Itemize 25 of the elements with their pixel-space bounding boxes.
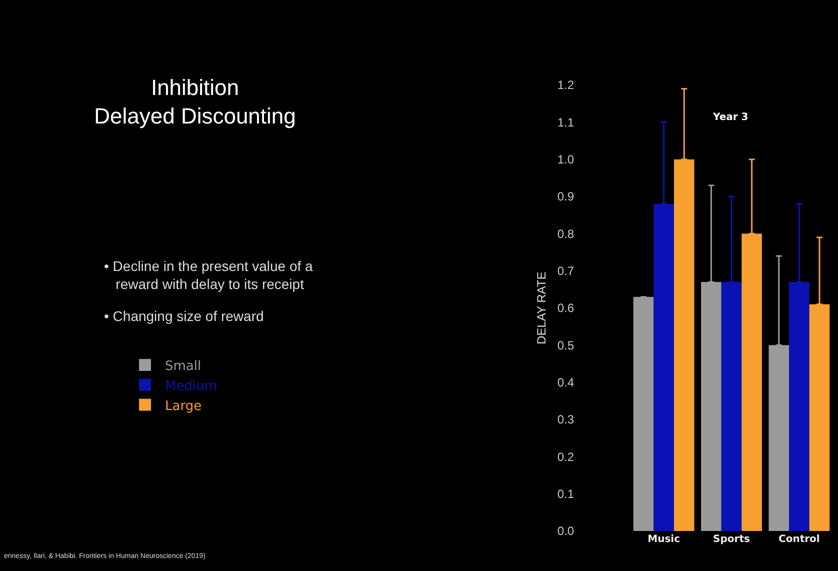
y-tick-label: 0.0 (557, 524, 574, 538)
y-tick-label: 1.0 (557, 152, 574, 167)
x-tick-label: Control (778, 534, 820, 545)
y-axis-title: DELAY RATE (534, 272, 549, 344)
legend-label: Small (165, 359, 202, 374)
text: Inhibition Delayed Discounting (94, 75, 296, 129)
y-tick-label: 0.6 (557, 301, 574, 316)
y-tick-label: 0.1 (557, 487, 574, 502)
y-tick-label: 0.9 (557, 190, 574, 204)
y-tick-label: 0.7 (557, 264, 574, 278)
text: • Changing size of reward (104, 308, 264, 324)
legend-label: Medium (165, 378, 217, 394)
y-tick-label: 1.2 (557, 78, 574, 92)
y-tick-label: 0.4 (557, 376, 574, 390)
y-tick-label: 0.3 (557, 412, 574, 427)
y-tick-label: 1.1 (557, 115, 574, 130)
x-tick-label: Sports (713, 534, 750, 545)
bar (633, 296, 654, 531)
legend-label: Large (165, 398, 202, 414)
text: Year 3 (712, 112, 748, 123)
y-tick-label: 0.8 (557, 226, 574, 241)
y-tick-label: 0.5 (557, 338, 574, 352)
text: • Decline in the present value of a reward with delay to its receipt (104, 258, 314, 292)
y-tick-label: 0.2 (557, 450, 574, 464)
x-tick-label: Music (648, 534, 680, 545)
